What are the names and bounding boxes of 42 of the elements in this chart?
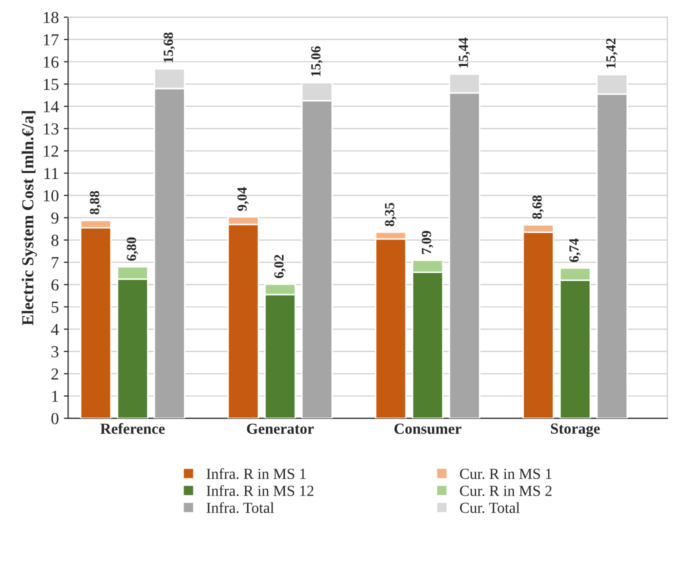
y-tick-label: 5 [52,302,58,313]
total-label: 8,35 [384,202,396,226]
y-tick-label: 7 [52,257,59,268]
y-tick-label: 2 [51,368,58,380]
y-tick-label: 17 [44,34,59,46]
total-label: 8,68 [532,195,544,219]
total-label: 15,68 [164,32,176,62]
legend-label: Infra. R in MS 1 [206,468,306,480]
y-tick-label: 11 [44,168,58,179]
y-axis-title: Electric System Cost [mln.€/a] [22,111,37,326]
y-tick-label: 3 [52,346,58,358]
y-tick-label: 9 [51,212,58,224]
y-tick-label: 15 [44,78,58,90]
total-label: 8,88 [90,191,102,214]
x-tick-label: Generator [246,424,314,434]
total-label: 9,04 [237,187,249,211]
x-tick-label: Consumer [394,424,462,434]
y-tick-label: 4 [51,324,59,335]
y-tick-label: 1 [52,390,58,402]
legend-label: Cur. R in MS 2 [460,486,552,496]
y-tick-label: 14 [44,101,59,112]
total-label: 6,02 [274,254,286,278]
y-tick-label: 13 [44,123,58,135]
x-tick-label: Reference [100,422,165,434]
total-label: 15,44 [458,38,470,68]
y-tick-label: 12 [44,146,58,157]
x-tick-label: Storage [550,424,600,438]
y-tick-label: 6 [51,279,59,291]
total-label: 7,09 [422,230,434,254]
y-tick-label: 18 [44,12,58,24]
total-label: 6,74 [569,238,581,262]
y-tick-label: 16 [44,56,59,68]
total-label: 6,80 [126,237,138,261]
legend-label: Infra. Total [206,502,274,514]
total-label: 15,42 [606,38,618,68]
legend-label: Infra. R in MS 12 [206,485,314,496]
y-tick-label: 0 [51,412,58,424]
legend-label: Cur. Total [460,502,520,514]
legend-label: Cur. R in MS 1 [460,468,552,480]
y-tick-label: 8 [51,234,58,246]
y-tick-label: 10 [44,190,58,202]
total-label: 15,06 [311,46,323,76]
